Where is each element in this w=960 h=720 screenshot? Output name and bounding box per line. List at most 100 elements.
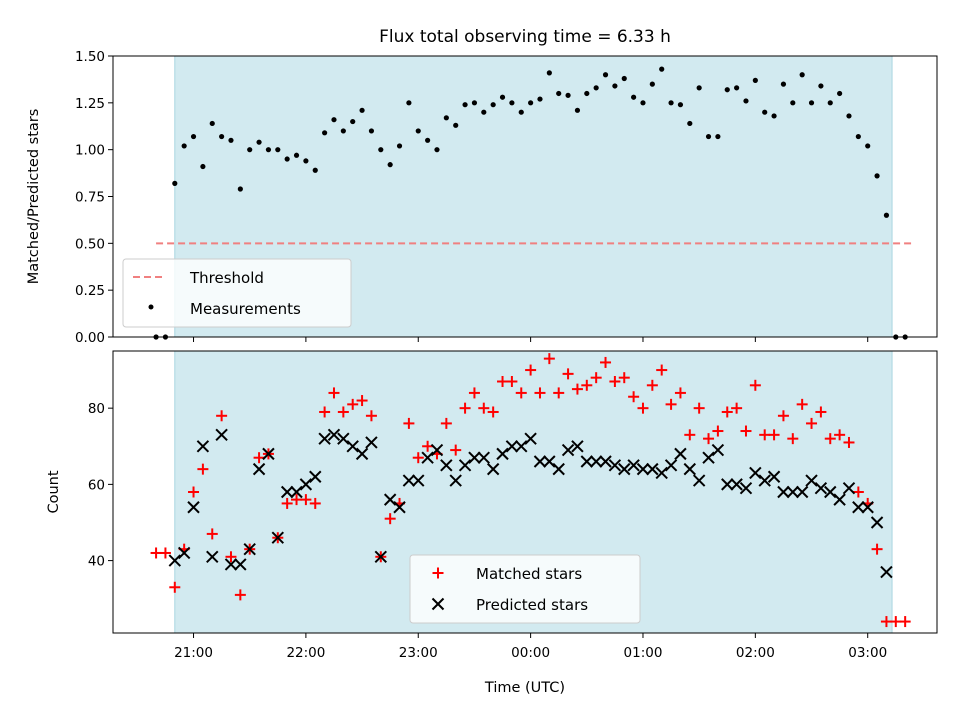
matched-star-point bbox=[768, 429, 780, 441]
measurement-point bbox=[387, 162, 393, 168]
y-tick-label: 40 bbox=[88, 554, 105, 570]
measurement-point bbox=[415, 128, 421, 134]
predicted-star-point bbox=[271, 531, 285, 544]
measurement-point bbox=[846, 113, 852, 119]
matched-star-point bbox=[403, 417, 415, 429]
ratio-series bbox=[153, 66, 913, 340]
y-tick-label: 0.50 bbox=[75, 236, 105, 252]
cross-stroke bbox=[533, 455, 547, 468]
cross-stroke bbox=[393, 501, 406, 514]
predicted-star-point bbox=[618, 462, 631, 476]
cross-stroke bbox=[234, 558, 247, 571]
x-tick-label: 22:00 bbox=[286, 645, 325, 661]
cross-stroke bbox=[721, 478, 734, 491]
cross-stroke bbox=[430, 443, 444, 457]
legend-plus bbox=[432, 567, 444, 579]
matched-star-point bbox=[356, 395, 368, 407]
x-tick-label: 01:00 bbox=[624, 645, 663, 661]
ratio-y-axis-label: Matched/Predicted stars bbox=[26, 109, 42, 285]
predicted-star-point bbox=[608, 459, 622, 472]
predicted-star-point bbox=[421, 451, 434, 464]
predicted-star-point bbox=[852, 501, 865, 514]
matched-star-point bbox=[871, 543, 883, 555]
predicted-star-point bbox=[280, 485, 294, 499]
cross-stroke bbox=[664, 459, 678, 472]
cross-stroke bbox=[777, 485, 790, 499]
cross-stroke bbox=[496, 447, 509, 461]
cross-stroke bbox=[215, 428, 228, 442]
cross-stroke bbox=[187, 501, 200, 514]
cross-stroke bbox=[365, 436, 378, 449]
matched-star-point bbox=[562, 368, 574, 380]
measurement-point bbox=[368, 128, 375, 134]
y-tick-label: 1.50 bbox=[75, 49, 105, 65]
cross-stroke bbox=[852, 501, 865, 514]
predicted-star-point bbox=[702, 451, 715, 464]
measurement-point bbox=[518, 109, 524, 115]
matched-star-point bbox=[450, 444, 462, 456]
predicted-star-point bbox=[730, 478, 743, 491]
measurement-point bbox=[659, 66, 665, 72]
predicted-star-point bbox=[262, 447, 275, 461]
cross-stroke bbox=[683, 462, 697, 476]
matched-star-point bbox=[281, 497, 293, 509]
x-tick-label: 21:00 bbox=[174, 645, 213, 661]
matched-star-point bbox=[815, 406, 827, 418]
predicted-star-point bbox=[543, 455, 556, 468]
matched-star-point bbox=[656, 364, 668, 376]
measurement-point bbox=[724, 87, 730, 93]
measurement-point bbox=[565, 92, 571, 98]
measurement-point bbox=[640, 100, 646, 106]
measurement-point bbox=[237, 186, 243, 192]
measurement-point bbox=[677, 102, 684, 108]
cross-stroke bbox=[421, 451, 434, 464]
predicted-star-point bbox=[290, 485, 303, 499]
measurement-point bbox=[827, 100, 833, 106]
measurement-point bbox=[883, 212, 890, 218]
matched-star-point bbox=[581, 379, 593, 391]
matched-star-point bbox=[703, 433, 715, 445]
measurement-point bbox=[528, 100, 534, 106]
cross-stroke bbox=[739, 481, 753, 495]
measurement-point bbox=[696, 85, 702, 91]
predicted-star-point bbox=[636, 462, 650, 476]
predicted-star-point bbox=[833, 493, 846, 506]
matched-star-point bbox=[384, 513, 396, 525]
cross-stroke bbox=[271, 531, 285, 544]
matched-star-point bbox=[618, 372, 630, 384]
predicted-star-point bbox=[655, 466, 668, 480]
cross-stroke bbox=[589, 455, 603, 468]
predicted-star-point bbox=[430, 443, 444, 457]
measurement-point bbox=[293, 152, 300, 158]
predicted-star-point bbox=[318, 432, 331, 445]
predicted-star-point bbox=[468, 451, 481, 464]
measurement-point bbox=[284, 156, 290, 162]
predicted-star-point bbox=[758, 474, 771, 487]
legend-matched-marker bbox=[432, 567, 444, 579]
cross-stroke bbox=[692, 474, 706, 487]
matched-star-point bbox=[347, 398, 359, 410]
matched-star-point bbox=[515, 387, 527, 399]
measurement-point bbox=[265, 147, 272, 153]
legend-predicted-label: Predicted stars bbox=[476, 596, 588, 614]
matched-star-point bbox=[787, 433, 799, 445]
measurement-point bbox=[818, 83, 824, 89]
measurement-point bbox=[743, 98, 749, 104]
matched-star-point bbox=[749, 379, 761, 391]
cross-stroke bbox=[758, 474, 771, 487]
predicted-star-point bbox=[206, 550, 219, 563]
measurement-point bbox=[256, 139, 262, 145]
predicted-star-point bbox=[711, 443, 725, 457]
legend-matched-label: Matched stars bbox=[476, 565, 582, 583]
cross-stroke bbox=[440, 459, 453, 472]
cross-stroke bbox=[646, 462, 659, 476]
matched-star-point bbox=[637, 402, 649, 414]
matched-star-point bbox=[319, 406, 331, 418]
measurement-point bbox=[434, 147, 440, 153]
matched-star-point bbox=[188, 486, 200, 498]
ratio-axes: 0.00 0.25 0.50 0.75 1.00 1.25 1.50 bbox=[75, 49, 869, 346]
y-tick-label: 0.75 bbox=[75, 190, 105, 206]
legend-predicted-marker bbox=[431, 597, 445, 611]
count-axes: 40 60 80 21:00 22:00 23:00 00:00 01:00 02:00 03:0… bbox=[88, 401, 887, 661]
matched-star-point bbox=[328, 387, 340, 399]
